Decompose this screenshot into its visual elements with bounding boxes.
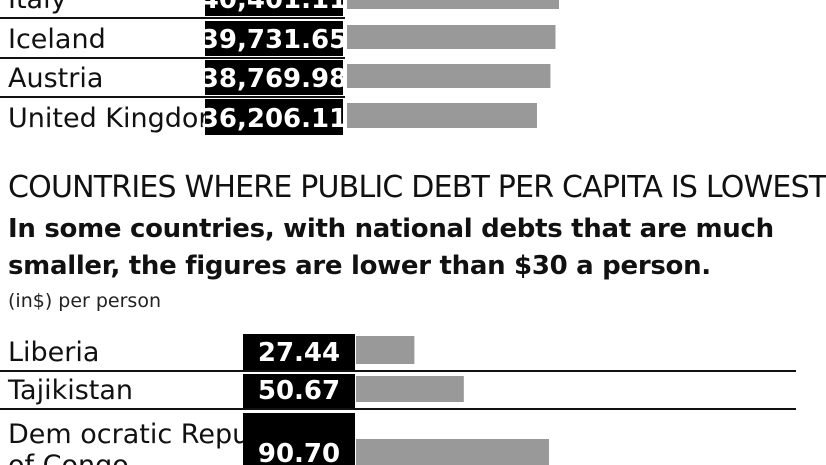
data-bar: [347, 0, 559, 9]
data-bar: [356, 376, 464, 402]
unit-note: (in$) per person: [8, 290, 162, 312]
section-subtitle: In some countries, with national debts t…: [8, 214, 774, 281]
highest-debt-chart: Italy 40,401.11 Iceland 39,731.65 Austria 38,…: [0, 0, 559, 135]
value-label: 50.67: [258, 376, 340, 406]
country-label: Austria: [8, 63, 103, 94]
value-box: [243, 334, 355, 370]
data-bar: [356, 439, 549, 465]
data-bar: [347, 64, 551, 88]
section-title: COUNTRIES WHERE PUBLIC DEBT PER CAPITA I…: [8, 170, 826, 205]
value-box: [205, 0, 343, 16]
country-label: Iceland: [8, 24, 106, 55]
value-box: [205, 21, 343, 56]
value-label: 27.44: [258, 338, 340, 368]
value-box: [205, 60, 343, 95]
value-box: [243, 413, 355, 465]
value-box: [205, 99, 343, 135]
data-bar: [356, 336, 415, 364]
value-label: 40,401.11: [201, 0, 347, 15]
data-bar: [347, 103, 537, 128]
country-label: Tajikistan: [7, 375, 133, 406]
value-label: 38,769.98: [201, 64, 347, 94]
value-box: [243, 374, 355, 408]
data-bar: [347, 25, 556, 49]
value-label: 90.70: [258, 439, 340, 465]
value-label: 39,731.65: [201, 25, 347, 55]
value-label: 36,206.11: [201, 104, 347, 134]
country-label: Liberia: [8, 337, 99, 368]
country-label: United Kingdom: [8, 103, 225, 134]
country-label: Italy: [8, 0, 67, 15]
